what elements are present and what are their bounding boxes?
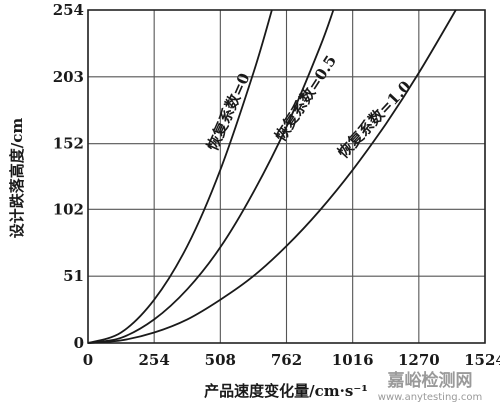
- x-tick-label: 1016: [332, 351, 374, 369]
- x-tick-label: 1524: [464, 351, 500, 369]
- series-line-1: [87, 9, 335, 344]
- plot-frame: [87, 9, 486, 344]
- watermark-url: www.anytesting.com: [378, 392, 482, 403]
- plot-border: [87, 9, 486, 344]
- x-tick-labels: 0 254 508 762 1016 1270 1524: [83, 351, 500, 369]
- x-tick-label: 0: [83, 351, 93, 369]
- y-tick-label: 102: [53, 200, 84, 218]
- x-tick-label: 508: [205, 351, 236, 369]
- x-tick-label: 1270: [398, 351, 440, 369]
- series-label-0: 恢复系数=0: [203, 70, 253, 153]
- x-tick-label: 254: [139, 351, 170, 369]
- series-label-2: 恢复系数=1.0: [334, 77, 414, 161]
- y-tick-label: 0: [74, 334, 84, 352]
- y-tick-label: 152: [53, 135, 84, 153]
- series-line-0: [87, 9, 273, 344]
- x-tick-label: 762: [271, 351, 302, 369]
- y-tick-labels: 0 51 102 152 203 254: [53, 1, 84, 352]
- series-line-2: [87, 9, 457, 344]
- y-tick-label: 203: [53, 68, 84, 86]
- x-axis-title: 产品速度变化量/cm·s⁻¹: [204, 382, 368, 400]
- y-tick-label: 254: [53, 1, 84, 19]
- series-lines: [87, 9, 457, 344]
- watermark: 嘉峪检测网 www.anytesting.com: [378, 370, 482, 403]
- y-tick-label: 51: [63, 267, 84, 285]
- grid: [87, 9, 486, 344]
- y-axis-title: 设计跌落高度/cm: [8, 118, 26, 239]
- watermark-title: 嘉峪检测网: [387, 370, 473, 391]
- series-label-1: 恢复系数=0.5: [271, 52, 340, 145]
